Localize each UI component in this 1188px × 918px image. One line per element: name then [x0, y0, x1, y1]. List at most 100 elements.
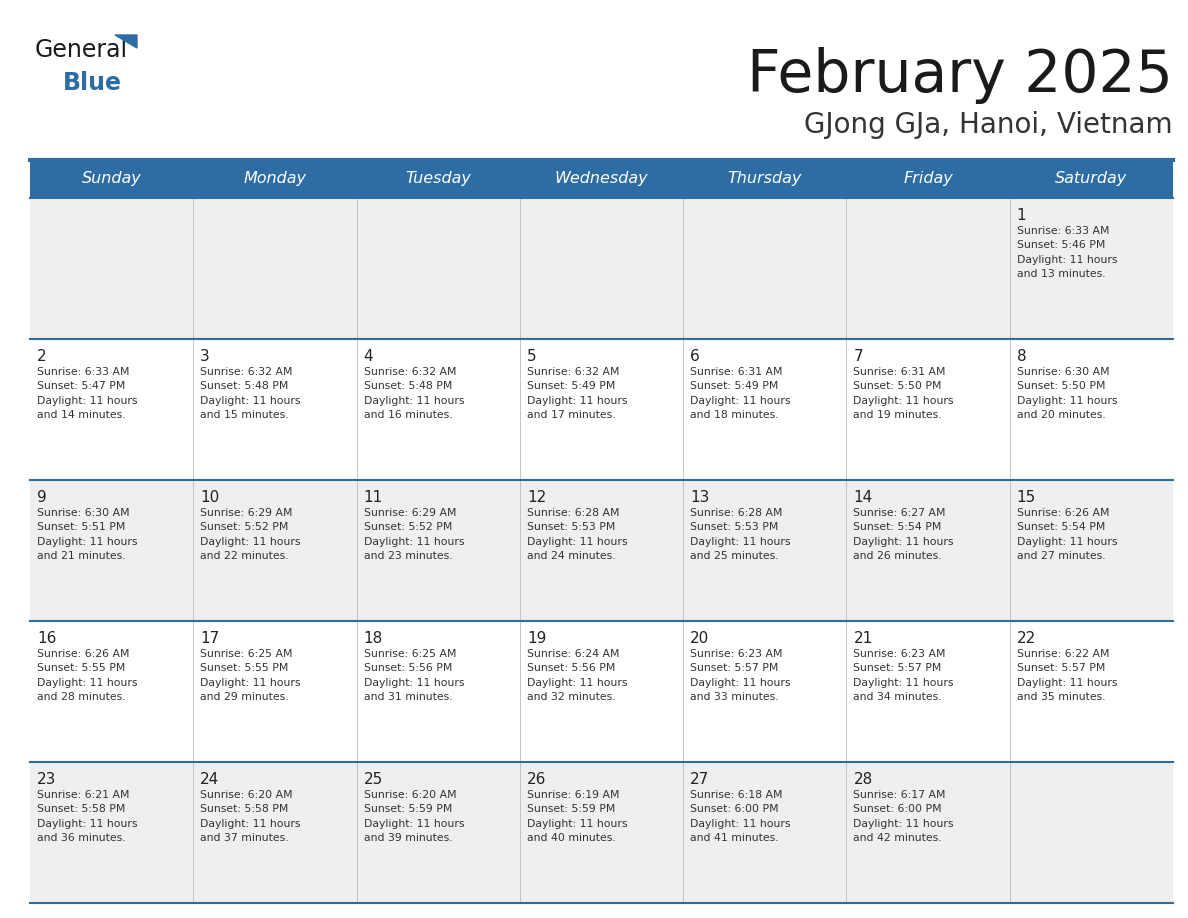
Text: February 2025: February 2025	[747, 47, 1173, 104]
Text: 9: 9	[37, 490, 46, 505]
Text: 14: 14	[853, 490, 873, 505]
Text: 25: 25	[364, 772, 383, 787]
Bar	[194, 339, 356, 480]
Text: Sunrise: 6:23 AM
Sunset: 5:57 PM
Daylight: 11 hours
and 33 minutes.: Sunrise: 6:23 AM Sunset: 5:57 PM Dayligh…	[690, 649, 791, 702]
Text: 15: 15	[1017, 490, 1036, 505]
Text: Sunrise: 6:18 AM
Sunset: 6:00 PM
Daylight: 11 hours
and 41 minutes.: Sunrise: 6:18 AM Sunset: 6:00 PM Dayligh…	[690, 790, 791, 844]
Text: 3: 3	[201, 349, 210, 364]
Text: Wednesday: Wednesday	[555, 172, 649, 186]
Text: Sunrise: 6:19 AM
Sunset: 5:59 PM
Daylight: 11 hours
and 40 minutes.: Sunrise: 6:19 AM Sunset: 5:59 PM Dayligh…	[526, 790, 627, 844]
Polygon shape	[115, 35, 137, 48]
Bar	[1010, 480, 1173, 621]
Bar	[846, 198, 1010, 339]
Bar	[1010, 339, 1173, 480]
Text: Sunrise: 6:25 AM
Sunset: 5:55 PM
Daylight: 11 hours
and 29 minutes.: Sunrise: 6:25 AM Sunset: 5:55 PM Dayligh…	[201, 649, 301, 702]
Text: 21: 21	[853, 631, 873, 646]
Bar	[30, 621, 194, 762]
Text: Sunrise: 6:26 AM
Sunset: 5:55 PM
Daylight: 11 hours
and 28 minutes.: Sunrise: 6:26 AM Sunset: 5:55 PM Dayligh…	[37, 649, 138, 702]
Bar	[356, 339, 520, 480]
Bar	[30, 160, 194, 198]
Text: 18: 18	[364, 631, 383, 646]
Text: 28: 28	[853, 772, 873, 787]
Bar	[683, 762, 846, 903]
Text: 2: 2	[37, 349, 46, 364]
Text: 24: 24	[201, 772, 220, 787]
Text: Sunrise: 6:28 AM
Sunset: 5:53 PM
Daylight: 11 hours
and 25 minutes.: Sunrise: 6:28 AM Sunset: 5:53 PM Dayligh…	[690, 508, 791, 561]
Text: Sunrise: 6:32 AM
Sunset: 5:49 PM
Daylight: 11 hours
and 17 minutes.: Sunrise: 6:32 AM Sunset: 5:49 PM Dayligh…	[526, 367, 627, 420]
Text: 13: 13	[690, 490, 709, 505]
Text: 5: 5	[526, 349, 537, 364]
Text: 8: 8	[1017, 349, 1026, 364]
Text: 26: 26	[526, 772, 546, 787]
Bar	[356, 762, 520, 903]
Text: Sunrise: 6:29 AM
Sunset: 5:52 PM
Daylight: 11 hours
and 22 minutes.: Sunrise: 6:29 AM Sunset: 5:52 PM Dayligh…	[201, 508, 301, 561]
Text: 4: 4	[364, 349, 373, 364]
Text: Sunrise: 6:23 AM
Sunset: 5:57 PM
Daylight: 11 hours
and 34 minutes.: Sunrise: 6:23 AM Sunset: 5:57 PM Dayligh…	[853, 649, 954, 702]
Text: Sunrise: 6:31 AM
Sunset: 5:49 PM
Daylight: 11 hours
and 18 minutes.: Sunrise: 6:31 AM Sunset: 5:49 PM Dayligh…	[690, 367, 791, 420]
Bar	[30, 762, 194, 903]
Bar	[30, 480, 194, 621]
Text: Sunrise: 6:24 AM
Sunset: 5:56 PM
Daylight: 11 hours
and 32 minutes.: Sunrise: 6:24 AM Sunset: 5:56 PM Dayligh…	[526, 649, 627, 702]
Text: Sunrise: 6:20 AM
Sunset: 5:59 PM
Daylight: 11 hours
and 39 minutes.: Sunrise: 6:20 AM Sunset: 5:59 PM Dayligh…	[364, 790, 465, 844]
Text: Sunrise: 6:28 AM
Sunset: 5:53 PM
Daylight: 11 hours
and 24 minutes.: Sunrise: 6:28 AM Sunset: 5:53 PM Dayligh…	[526, 508, 627, 561]
Text: 20: 20	[690, 631, 709, 646]
Text: GJong GJa, Hanoi, Vietnam: GJong GJa, Hanoi, Vietnam	[804, 111, 1173, 139]
Text: 19: 19	[526, 631, 546, 646]
Text: Sunrise: 6:33 AM
Sunset: 5:47 PM
Daylight: 11 hours
and 14 minutes.: Sunrise: 6:33 AM Sunset: 5:47 PM Dayligh…	[37, 367, 138, 420]
Bar	[30, 198, 194, 339]
Text: Sunrise: 6:33 AM
Sunset: 5:46 PM
Daylight: 11 hours
and 13 minutes.: Sunrise: 6:33 AM Sunset: 5:46 PM Dayligh…	[1017, 226, 1117, 279]
Text: 23: 23	[37, 772, 56, 787]
Text: Sunrise: 6:30 AM
Sunset: 5:51 PM
Daylight: 11 hours
and 21 minutes.: Sunrise: 6:30 AM Sunset: 5:51 PM Dayligh…	[37, 508, 138, 561]
Text: 11: 11	[364, 490, 383, 505]
Bar	[520, 198, 683, 339]
Bar	[683, 480, 846, 621]
Bar	[520, 621, 683, 762]
Bar	[1010, 762, 1173, 903]
Bar	[683, 198, 846, 339]
Bar	[520, 339, 683, 480]
Text: 27: 27	[690, 772, 709, 787]
Text: 1: 1	[1017, 208, 1026, 223]
Bar	[194, 198, 356, 339]
Text: Saturday: Saturday	[1055, 172, 1127, 186]
Text: Thursday: Thursday	[727, 172, 802, 186]
Bar	[1010, 160, 1173, 198]
Bar	[194, 762, 356, 903]
Text: General: General	[34, 38, 128, 62]
Text: Sunrise: 6:17 AM
Sunset: 6:00 PM
Daylight: 11 hours
and 42 minutes.: Sunrise: 6:17 AM Sunset: 6:00 PM Dayligh…	[853, 790, 954, 844]
Text: Sunrise: 6:26 AM
Sunset: 5:54 PM
Daylight: 11 hours
and 27 minutes.: Sunrise: 6:26 AM Sunset: 5:54 PM Dayligh…	[1017, 508, 1117, 561]
Text: Sunrise: 6:32 AM
Sunset: 5:48 PM
Daylight: 11 hours
and 15 minutes.: Sunrise: 6:32 AM Sunset: 5:48 PM Dayligh…	[201, 367, 301, 420]
Text: Sunrise: 6:31 AM
Sunset: 5:50 PM
Daylight: 11 hours
and 19 minutes.: Sunrise: 6:31 AM Sunset: 5:50 PM Dayligh…	[853, 367, 954, 420]
Bar	[846, 160, 1010, 198]
Text: 16: 16	[37, 631, 56, 646]
Bar	[683, 160, 846, 198]
Text: Sunrise: 6:30 AM
Sunset: 5:50 PM
Daylight: 11 hours
and 20 minutes.: Sunrise: 6:30 AM Sunset: 5:50 PM Dayligh…	[1017, 367, 1117, 420]
Bar	[356, 160, 520, 198]
Text: Sunrise: 6:32 AM
Sunset: 5:48 PM
Daylight: 11 hours
and 16 minutes.: Sunrise: 6:32 AM Sunset: 5:48 PM Dayligh…	[364, 367, 465, 420]
Bar	[1010, 621, 1173, 762]
Bar	[356, 480, 520, 621]
Bar	[1010, 198, 1173, 339]
Text: Sunday: Sunday	[82, 172, 141, 186]
Text: Sunrise: 6:29 AM
Sunset: 5:52 PM
Daylight: 11 hours
and 23 minutes.: Sunrise: 6:29 AM Sunset: 5:52 PM Dayligh…	[364, 508, 465, 561]
Text: 10: 10	[201, 490, 220, 505]
Bar	[846, 339, 1010, 480]
Bar	[520, 160, 683, 198]
Text: Monday: Monday	[244, 172, 307, 186]
Text: Sunrise: 6:25 AM
Sunset: 5:56 PM
Daylight: 11 hours
and 31 minutes.: Sunrise: 6:25 AM Sunset: 5:56 PM Dayligh…	[364, 649, 465, 702]
Bar	[520, 762, 683, 903]
Bar	[30, 339, 194, 480]
Text: Blue: Blue	[63, 71, 122, 95]
Bar	[520, 480, 683, 621]
Text: Sunrise: 6:27 AM
Sunset: 5:54 PM
Daylight: 11 hours
and 26 minutes.: Sunrise: 6:27 AM Sunset: 5:54 PM Dayligh…	[853, 508, 954, 561]
Bar	[683, 339, 846, 480]
Bar	[846, 762, 1010, 903]
Bar	[846, 480, 1010, 621]
Bar	[194, 480, 356, 621]
Bar	[194, 621, 356, 762]
Text: 22: 22	[1017, 631, 1036, 646]
Bar	[356, 198, 520, 339]
Text: Sunrise: 6:20 AM
Sunset: 5:58 PM
Daylight: 11 hours
and 37 minutes.: Sunrise: 6:20 AM Sunset: 5:58 PM Dayligh…	[201, 790, 301, 844]
Text: 12: 12	[526, 490, 546, 505]
Text: 17: 17	[201, 631, 220, 646]
